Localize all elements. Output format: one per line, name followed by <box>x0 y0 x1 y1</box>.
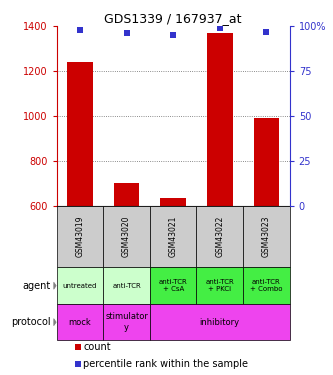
Text: anti-TCR
+ PKCi: anti-TCR + PKCi <box>205 279 234 292</box>
Title: GDS1339 / 167937_at: GDS1339 / 167937_at <box>105 12 242 25</box>
Text: GSM43023: GSM43023 <box>262 216 271 257</box>
Text: percentile rank within the sample: percentile rank within the sample <box>83 360 248 369</box>
Text: anti-TCR
+ Combo: anti-TCR + Combo <box>250 279 283 292</box>
Bar <box>103 304 150 340</box>
Bar <box>57 267 103 304</box>
Bar <box>57 304 103 340</box>
Text: mock: mock <box>69 318 91 327</box>
Bar <box>254 118 279 206</box>
Text: anti-TCR
+ CsA: anti-TCR + CsA <box>159 279 187 292</box>
Bar <box>67 62 93 206</box>
Bar <box>207 33 232 206</box>
Text: GSM43020: GSM43020 <box>122 216 131 257</box>
Bar <box>150 304 290 340</box>
Bar <box>150 206 196 267</box>
Bar <box>243 206 290 267</box>
Text: GSM43021: GSM43021 <box>168 216 178 257</box>
Text: anti-TCR: anti-TCR <box>112 283 141 289</box>
Bar <box>103 206 150 267</box>
Text: agent: agent <box>23 281 51 291</box>
Text: untreated: untreated <box>63 283 97 289</box>
Bar <box>196 267 243 304</box>
Text: inhibitory: inhibitory <box>200 318 240 327</box>
Bar <box>196 206 243 267</box>
Bar <box>114 183 139 206</box>
Text: count: count <box>83 342 111 352</box>
Text: protocol: protocol <box>11 317 51 327</box>
Bar <box>57 206 103 267</box>
Bar <box>243 267 290 304</box>
Text: stimulator
y: stimulator y <box>105 312 148 332</box>
Bar <box>161 198 186 206</box>
Bar <box>150 267 196 304</box>
Text: GSM43022: GSM43022 <box>215 216 224 257</box>
Bar <box>103 267 150 304</box>
Text: GSM43019: GSM43019 <box>75 216 85 257</box>
